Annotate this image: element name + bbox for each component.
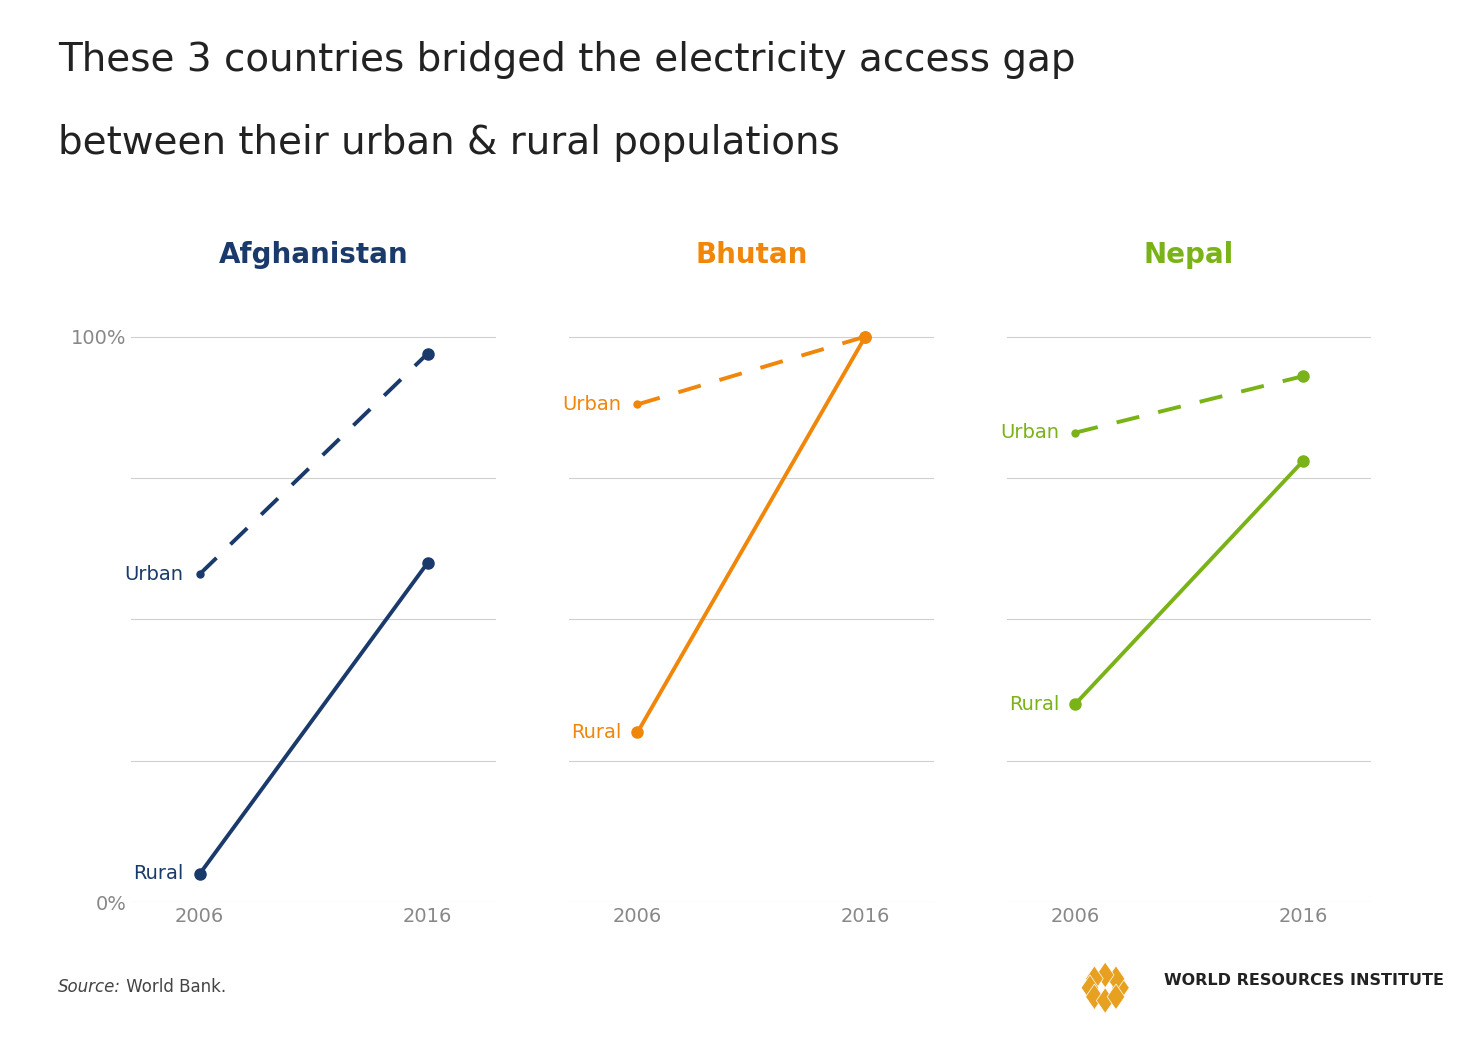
Polygon shape — [1107, 965, 1125, 991]
Text: Urban: Urban — [999, 423, 1059, 442]
Text: Rural: Rural — [133, 865, 184, 884]
Title: Nepal: Nepal — [1144, 242, 1234, 270]
Polygon shape — [1085, 984, 1103, 1010]
Text: WORLD RESOURCES INSTITUTE: WORLD RESOURCES INSTITUTE — [1164, 974, 1444, 988]
Text: World Bank.: World Bank. — [121, 978, 226, 996]
Polygon shape — [1081, 975, 1099, 1001]
Text: Urban: Urban — [562, 395, 622, 414]
Text: Rural: Rural — [1008, 695, 1059, 713]
Title: Bhutan: Bhutan — [694, 242, 808, 270]
Text: Urban: Urban — [124, 564, 184, 584]
Polygon shape — [1112, 975, 1129, 1001]
Title: Afghanistan: Afghanistan — [219, 242, 409, 270]
Polygon shape — [1096, 987, 1115, 1013]
Text: These 3 countries bridged the electricity access gap: These 3 countries bridged the electricit… — [58, 41, 1075, 80]
Text: Source:: Source: — [58, 978, 121, 996]
Polygon shape — [1107, 984, 1125, 1010]
Polygon shape — [1096, 962, 1115, 987]
Text: between their urban & rural populations: between their urban & rural populations — [58, 124, 840, 163]
Text: Rural: Rural — [570, 723, 622, 742]
Polygon shape — [1085, 965, 1103, 991]
